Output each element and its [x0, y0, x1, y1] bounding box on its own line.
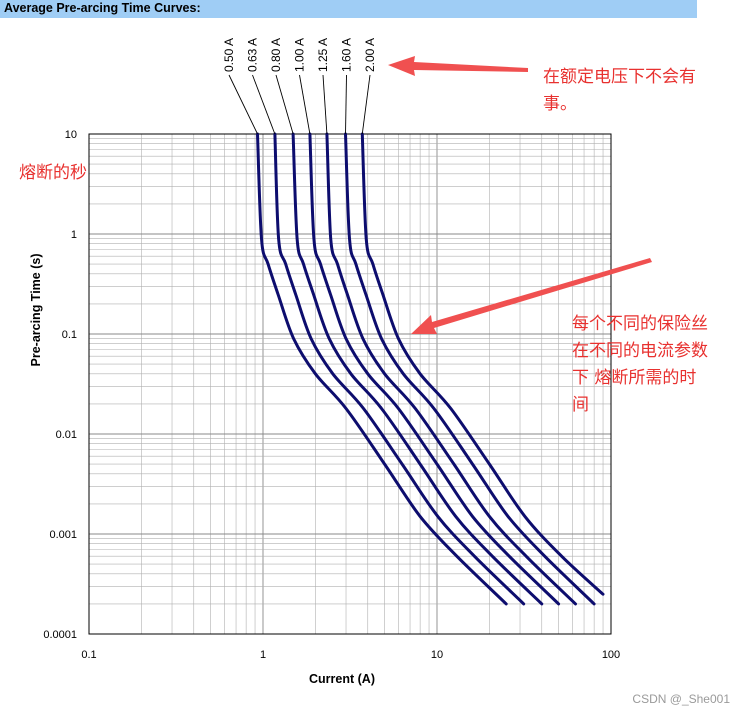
- annotation-line: 下 熔断所需的时: [572, 368, 697, 388]
- label-leader: [345, 74, 347, 135]
- label-leader: [275, 74, 294, 135]
- annotation-line: 每个不同的保险丝: [572, 314, 708, 334]
- plot-frame: [88, 133, 612, 635]
- curve-series: [308, 132, 561, 606]
- curve-label: 0.63 A: [246, 38, 260, 72]
- curve-series: [360, 132, 605, 596]
- label-leader: [299, 74, 311, 135]
- curve-series: [256, 132, 508, 606]
- curve-series: [273, 132, 526, 606]
- label-leader: [252, 74, 276, 135]
- chart-grid: [88, 134, 611, 635]
- axis-ticks: 0.1 1 10 100 10 1 0.1 0.01 0.001 0.0001: [43, 129, 620, 661]
- label-leader: [322, 74, 328, 135]
- annotation-line: 事。: [543, 94, 577, 114]
- y-tick-label: 0.1: [62, 329, 77, 341]
- y-tick-label: 10: [65, 129, 77, 141]
- x-tick-label: 10: [431, 649, 443, 661]
- chart-title: Average Pre-arcing Time Curves:: [4, 1, 201, 15]
- watermark: CSDN @_She001: [632, 692, 730, 706]
- annotation-arrows: [388, 56, 652, 334]
- curve-label: 0.80 A: [269, 38, 283, 72]
- curve-series: [291, 132, 544, 606]
- y-tick-label: 1: [71, 229, 77, 241]
- annotation-rated-voltage: 在额定电压下不会有 事。: [543, 64, 696, 118]
- x-axis-title: Current (A): [309, 672, 375, 686]
- curve-series: [325, 132, 577, 606]
- annotation-line: 间: [572, 395, 589, 415]
- arrow-top: [388, 56, 528, 76]
- curve-labels: 0.50 A 0.63 A 0.80 A 1.00 A 1.25 A 1.60 A 2.00…: [222, 38, 377, 72]
- arrow-middle: [411, 258, 652, 334]
- curve-label: 1.00 A: [293, 38, 307, 72]
- annotation-fuse-description: 每个不同的保险丝 在不同的电流参数 下 熔断所需的时 间: [572, 311, 708, 419]
- curve-series: [344, 132, 596, 606]
- x-tick-label: 100: [602, 649, 620, 661]
- curve-label: 2.00 A: [363, 38, 377, 72]
- curve-label: 1.60 A: [340, 38, 354, 72]
- header-bar: Average Pre-arcing Time Curves:: [0, 0, 697, 18]
- y-tick-label: 0.01: [56, 429, 77, 441]
- curve-label: 0.50 A: [222, 38, 236, 72]
- y-tick-label: 0.001: [49, 529, 77, 541]
- y-tick-label: 0.0001: [43, 629, 77, 641]
- annotation-line: 在不同的电流参数: [572, 341, 708, 361]
- curves: [256, 132, 605, 606]
- y-axis-title: Pre-arcing Time (s): [29, 253, 43, 366]
- label-leader: [228, 74, 258, 135]
- annotation-seconds: 熔断的秒: [19, 163, 87, 183]
- label-leader: [361, 74, 371, 135]
- x-tick-label: 1: [260, 649, 266, 661]
- label-leaders: [228, 74, 371, 135]
- curve-label: 1.25 A: [316, 38, 330, 72]
- annotation-line: 在额定电压下不会有: [543, 67, 696, 87]
- x-tick-label: 0.1: [81, 649, 96, 661]
